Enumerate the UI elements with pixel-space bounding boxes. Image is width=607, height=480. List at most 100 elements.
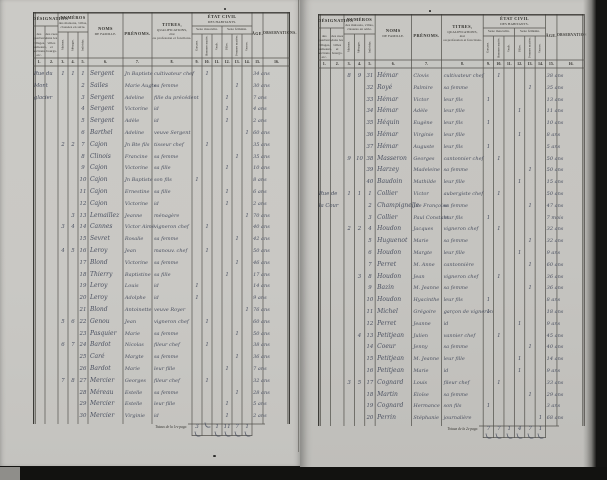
- cell-veufs: [212, 398, 222, 410]
- cell-maison: [58, 80, 68, 92]
- cell-hommes-maries: [494, 365, 504, 377]
- cell-hommes-maries: [202, 398, 212, 410]
- cell-filles: 1: [517, 367, 522, 374]
- cell-maison: [344, 389, 354, 401]
- cell-rue: [45, 174, 58, 186]
- cell-street: Rue du: [34, 71, 53, 77]
- cell-nom: Leroy: [89, 282, 108, 290]
- cell-veuves: 1: [245, 212, 249, 219]
- cell-hommes-maries: [202, 233, 212, 245]
- cell-maison: [58, 103, 68, 115]
- totals-cell: 1: [242, 423, 252, 438]
- cell-garcons: [483, 129, 493, 141]
- cell-prenom: Jean: [124, 247, 137, 254]
- cell-titre: leur fille: [153, 401, 176, 408]
- cell-nom: Petitjean: [377, 331, 405, 339]
- cell-femmes-mariees: [232, 269, 242, 281]
- cell-individu: 5: [368, 238, 372, 245]
- cell-titre: cantonnière: [443, 261, 474, 268]
- cell-titre: leur fils: [443, 143, 463, 150]
- cell-veufs: [504, 129, 514, 141]
- cell-individu: 17: [79, 259, 87, 266]
- cell-titre: journalière: [443, 415, 472, 422]
- cell-menage: [68, 269, 78, 281]
- cell-hommes-maries: [202, 198, 212, 210]
- cell-maison: [58, 351, 68, 363]
- cell-maison: [344, 259, 354, 271]
- totals-cell: [202, 421, 212, 437]
- cell-individu: 15: [79, 236, 87, 243]
- cell-street: [33, 292, 45, 304]
- cell-street: [33, 151, 45, 163]
- cell-street: [33, 316, 45, 328]
- cell-menage: 1: [71, 71, 75, 77]
- cell-observations: [263, 304, 290, 316]
- cell-observations: [557, 176, 585, 188]
- cell-hommes-maries: 1: [205, 342, 209, 349]
- cell-observations: [557, 82, 585, 94]
- cell-titre: leur fils: [443, 120, 463, 127]
- cell-rue: [331, 200, 344, 212]
- cell-femmes-mariees: [232, 198, 242, 210]
- cell-rue: [331, 70, 344, 82]
- cell-titre: leur fils: [443, 214, 463, 221]
- cell-age: 18 ans: [546, 308, 564, 315]
- cell-age: 42 ans: [253, 236, 270, 243]
- header-noms: NOMS DE FAMILLE.: [94, 26, 117, 36]
- cell-garcons: [483, 330, 493, 342]
- cell-individu: 1: [368, 190, 372, 197]
- cell-maison: [58, 398, 68, 410]
- cell-femmes-mariees: [525, 70, 535, 82]
- cell-observations: [263, 80, 290, 92]
- cell-individu: 25: [79, 354, 87, 361]
- cell-maison: 7: [61, 377, 65, 384]
- cell-menage: [354, 212, 364, 224]
- cell-femmes-mariees: [232, 115, 242, 127]
- cell-filles: [514, 153, 524, 165]
- cell-prenom: Margte: [124, 354, 144, 361]
- cell-femmes-mariees: 1: [528, 238, 532, 245]
- cell-street: [318, 353, 331, 365]
- cell-street: [318, 223, 331, 235]
- cell-nom: Blond: [89, 305, 108, 313]
- cell-prenom: Nicolas: [124, 342, 144, 349]
- cell-hommes-maries: [202, 280, 212, 292]
- header-col-garcons: Garçons.: [194, 40, 199, 52]
- ink-flourish: [204, 421, 211, 429]
- cell-titre: sa femme: [153, 389, 179, 396]
- cell-femmes-mariees: [232, 245, 242, 257]
- cell-titre: fileur chef: [153, 377, 180, 384]
- cell-hommes-maries: [202, 210, 212, 222]
- cell-observations: [557, 153, 585, 165]
- cell-titre: cultivateur chef: [443, 73, 484, 79]
- cell-garcons: [192, 80, 202, 92]
- cell-garcons: 1: [195, 295, 199, 302]
- cell-age: 32 ans: [546, 226, 564, 233]
- cell-hommes-maries: [494, 200, 504, 212]
- cell-maison: 4: [61, 247, 65, 254]
- cell-observations: [557, 400, 585, 412]
- header-sexe-feminin: Sexe féminin.: [227, 27, 248, 31]
- cell-filles: 1: [225, 200, 229, 207]
- cell-street: [33, 174, 45, 186]
- cell-maison: [58, 151, 68, 163]
- header-col-maisons: Maisons.: [346, 41, 351, 53]
- cell-filles: [514, 341, 524, 353]
- cell-prenom: M. Anne: [413, 261, 435, 268]
- cell-hommes-maries: [494, 105, 504, 117]
- cell-filles: [514, 389, 524, 401]
- cell-nom: Méreau: [89, 388, 114, 396]
- cell-femmes-mariees: [232, 139, 242, 151]
- cell-filles: [222, 351, 232, 363]
- cell-street: [33, 245, 45, 257]
- cell-veufs: [504, 105, 514, 117]
- cell-veufs: [504, 117, 514, 129]
- cell-veuves: [242, 387, 252, 399]
- cell-age: 4 ans: [253, 106, 267, 113]
- page-edge-line: [298, 0, 299, 452]
- cell-hommes-maries: [202, 92, 212, 104]
- cell-maison: [344, 353, 354, 365]
- cell-veuves: [242, 363, 252, 375]
- cell-hommes-maries: [494, 389, 504, 401]
- cell-age: 36 ans: [546, 273, 564, 280]
